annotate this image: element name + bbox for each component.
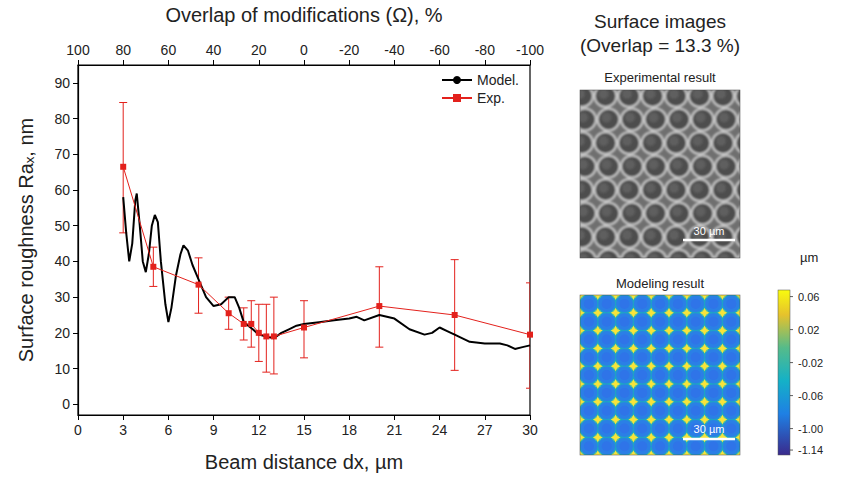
svg-text:-40: -40: [384, 42, 404, 58]
svg-text:µm: µm: [800, 250, 818, 265]
svg-text:-1.00: -1.00: [798, 423, 823, 435]
svg-text:30 µm: 30 µm: [694, 225, 725, 237]
svg-text:Modeling result: Modeling result: [616, 276, 705, 291]
svg-text:30: 30: [522, 422, 538, 438]
svg-text:Overlap of modifications (Ω),: Overlap of modifications (Ω), %: [165, 4, 442, 26]
svg-text:9: 9: [210, 422, 218, 438]
svg-text:-60: -60: [429, 42, 449, 58]
svg-text:-100: -100: [516, 42, 544, 58]
svg-text:70: 70: [54, 146, 70, 162]
svg-text:24: 24: [432, 422, 448, 438]
svg-text:-1.14: -1.14: [798, 444, 823, 456]
svg-text:Surface images: Surface images: [594, 11, 726, 32]
svg-text:0.06: 0.06: [798, 291, 819, 303]
svg-text:Model.: Model.: [477, 72, 519, 88]
svg-text:0: 0: [74, 422, 82, 438]
svg-text:-0.06: -0.06: [798, 390, 823, 402]
svg-text:100: 100: [66, 42, 90, 58]
svg-text:Surface roughness Raₓ, nm: Surface roughness Raₓ, nm: [15, 118, 37, 362]
svg-text:30 µm: 30 µm: [694, 423, 725, 435]
svg-text:10: 10: [54, 361, 70, 377]
svg-text:50: 50: [54, 218, 70, 234]
svg-text:21: 21: [387, 422, 403, 438]
svg-text:0: 0: [300, 42, 308, 58]
svg-text:90: 90: [54, 75, 70, 91]
svg-text:27: 27: [477, 422, 493, 438]
svg-text:3: 3: [119, 422, 127, 438]
svg-text:6: 6: [165, 422, 173, 438]
svg-text:60: 60: [161, 42, 177, 58]
svg-text:40: 40: [206, 42, 222, 58]
svg-text:80: 80: [115, 42, 131, 58]
svg-text:15: 15: [296, 422, 312, 438]
svg-text:20: 20: [251, 42, 267, 58]
svg-text:18: 18: [341, 422, 357, 438]
svg-text:0: 0: [62, 396, 70, 412]
svg-text:-20: -20: [339, 42, 359, 58]
svg-text:Experimental result: Experimental result: [604, 70, 716, 85]
svg-text:30: 30: [54, 289, 70, 305]
svg-text:Exp.: Exp.: [477, 90, 505, 106]
svg-text:20: 20: [54, 325, 70, 341]
svg-text:60: 60: [54, 182, 70, 198]
svg-text:Beam distance dx, µm: Beam distance dx, µm: [205, 451, 403, 473]
svg-text:12: 12: [251, 422, 267, 438]
svg-text:-80: -80: [475, 42, 495, 58]
svg-text:(Overlap = 13.3 %): (Overlap = 13.3 %): [580, 35, 740, 56]
svg-text:40: 40: [54, 253, 70, 269]
svg-text:-0.02: -0.02: [798, 357, 823, 369]
svg-text:0.02: 0.02: [798, 324, 819, 336]
svg-text:80: 80: [54, 111, 70, 127]
